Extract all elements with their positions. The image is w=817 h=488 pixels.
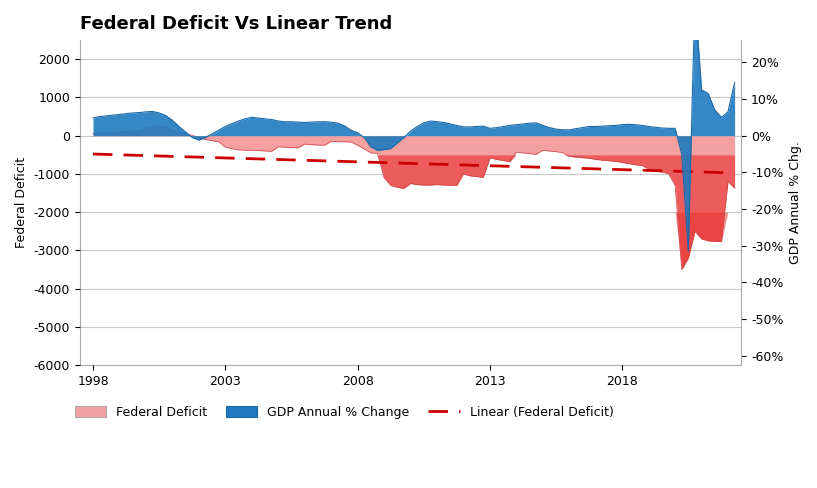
Y-axis label: Federal Deficit: Federal Deficit [15, 157, 28, 248]
Legend: Federal Deficit, GDP Annual % Change, Linear (Federal Deficit): Federal Deficit, GDP Annual % Change, Li… [70, 401, 618, 424]
Text: Federal Deficit Vs Linear Trend: Federal Deficit Vs Linear Trend [80, 15, 392, 33]
Y-axis label: GDP Annual % Chg.: GDP Annual % Chg. [789, 141, 802, 264]
